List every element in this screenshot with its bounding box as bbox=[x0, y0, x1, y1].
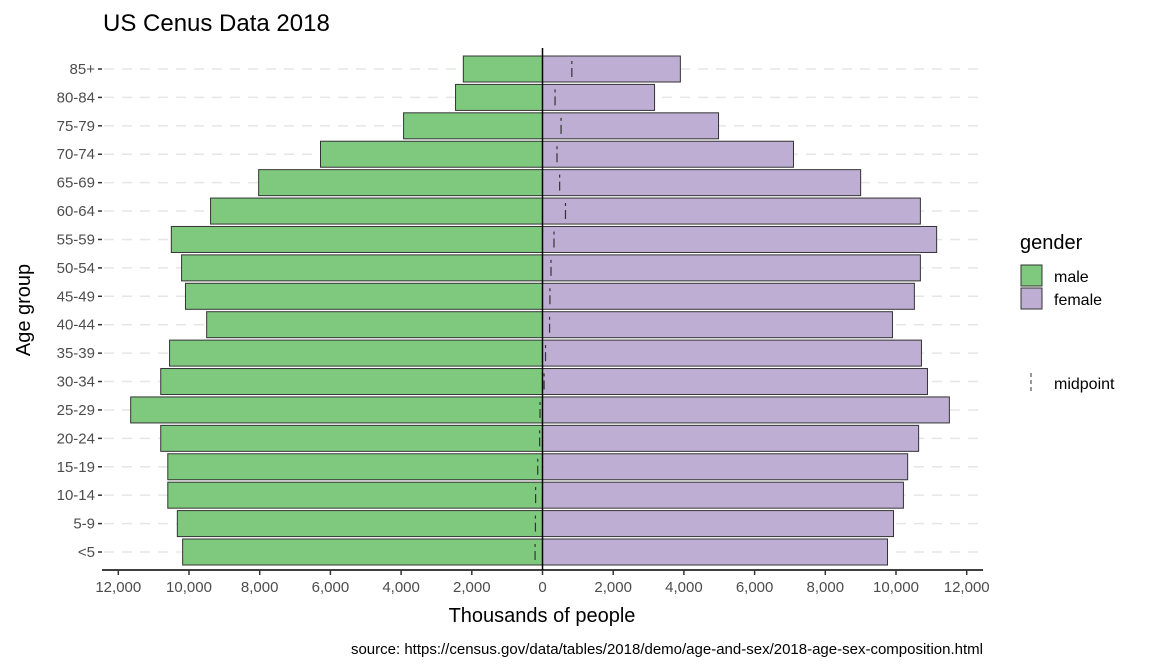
bar-female-25-29 bbox=[542, 396, 950, 424]
x-tick-label: 4,000 bbox=[382, 579, 420, 596]
y-tick-label: 80-84 bbox=[57, 89, 95, 106]
bar-male-45-49 bbox=[184, 282, 543, 310]
bar-male-50-54 bbox=[181, 254, 543, 282]
x-tick-label: 8,000 bbox=[241, 579, 279, 596]
bar-male-25-29 bbox=[130, 396, 544, 424]
y-tick-label: 15-19 bbox=[57, 459, 95, 476]
midpoint-markers bbox=[534, 61, 573, 560]
bar-male-40-44 bbox=[206, 311, 544, 339]
y-tick-label: 20-24 bbox=[57, 430, 95, 447]
y-tick-label: 70-74 bbox=[57, 146, 95, 163]
bar-male-65-69 bbox=[258, 169, 543, 197]
bar-female-55-59 bbox=[542, 225, 938, 253]
bar-male-10-14 bbox=[167, 481, 543, 509]
bar-female-50-54 bbox=[542, 254, 921, 282]
bar-female-75-79 bbox=[542, 112, 720, 140]
bar-male-15-19 bbox=[167, 453, 543, 481]
bar-male-85+ bbox=[462, 55, 544, 83]
y-tick-label: 10-14 bbox=[57, 487, 95, 504]
y-tick-label: <5 bbox=[78, 544, 95, 561]
bar-female-45-49 bbox=[542, 282, 915, 310]
y-tick-label: 65-69 bbox=[57, 175, 95, 192]
x-axis-ticks: 12,000 10,000 8,000 6,000 4,000 2,000 0 2,000 4,… bbox=[95, 570, 990, 596]
chart-title: US Cenus Data 2018 bbox=[103, 10, 330, 37]
legend-label-midpoint: midpoint bbox=[1054, 376, 1115, 393]
x-tick-label: 8,000 bbox=[807, 579, 845, 596]
bar-female-20-24 bbox=[542, 424, 920, 452]
y-axis-ticks: <5 5-9 10-14 15-19 20-24 25-29 30-34 35-39 40-44… bbox=[57, 61, 102, 561]
bar-male-55-59 bbox=[170, 225, 543, 253]
legend-label-male: male bbox=[1054, 269, 1089, 286]
bar-female-35-39 bbox=[542, 339, 922, 367]
bar-female-30-34 bbox=[542, 368, 928, 396]
y-tick-label: 35-39 bbox=[57, 345, 95, 362]
bar-male-5-9 bbox=[176, 510, 543, 538]
legend-key-female bbox=[1020, 287, 1043, 310]
x-tick-label: 10,000 bbox=[166, 579, 212, 596]
bar-female-10-14 bbox=[542, 481, 904, 509]
legend: gender male female midpoint bbox=[1020, 232, 1115, 393]
x-tick-label: 2,000 bbox=[594, 579, 632, 596]
y-tick-label: 25-29 bbox=[57, 402, 95, 419]
bar-female-65-69 bbox=[542, 169, 862, 197]
bar-female-5-9 bbox=[542, 510, 895, 538]
x-tick-label: 6,000 bbox=[312, 579, 350, 596]
x-tick-label: 0 bbox=[538, 579, 546, 596]
x-tick-label: 4,000 bbox=[665, 579, 703, 596]
y-tick-label: 45-49 bbox=[57, 288, 95, 305]
bar-male-20-24 bbox=[160, 424, 543, 452]
y-tick-label: 60-64 bbox=[57, 203, 95, 220]
bar-male-75-79 bbox=[403, 112, 543, 140]
bar-male-<5 bbox=[182, 538, 543, 566]
x-axis-label: Thousands of people bbox=[449, 605, 636, 627]
bar-female-15-19 bbox=[542, 453, 909, 481]
bar-male-80-84 bbox=[455, 83, 543, 111]
bar-male-70-74 bbox=[320, 140, 544, 168]
y-tick-label: 5-9 bbox=[73, 516, 95, 533]
x-tick-label: 12,000 bbox=[944, 579, 990, 596]
legend-key-male bbox=[1020, 264, 1043, 287]
y-axis-label: Age group bbox=[13, 264, 35, 356]
legend-title: gender bbox=[1020, 232, 1083, 254]
y-tick-label: 30-34 bbox=[57, 374, 95, 391]
legend-label-female: female bbox=[1054, 292, 1102, 309]
x-tick-label: 2,000 bbox=[453, 579, 491, 596]
y-tick-label: 75-79 bbox=[57, 118, 95, 135]
bar-female-<5 bbox=[542, 538, 889, 566]
bar-female-70-74 bbox=[542, 140, 794, 168]
y-tick-label: 40-44 bbox=[57, 317, 95, 334]
bar-female-40-44 bbox=[542, 311, 893, 339]
bar-male-60-64 bbox=[210, 197, 543, 225]
bar-female-60-64 bbox=[542, 197, 921, 225]
bar-female-85+ bbox=[542, 55, 681, 83]
y-tick-label: 50-54 bbox=[57, 260, 95, 277]
x-tick-label: 12,000 bbox=[95, 579, 141, 596]
x-tick-label: 10,000 bbox=[873, 579, 919, 596]
bars bbox=[130, 55, 950, 566]
bar-male-35-39 bbox=[169, 339, 543, 367]
y-tick-label: 85+ bbox=[70, 61, 96, 78]
bar-male-30-34 bbox=[160, 368, 543, 396]
bar-female-80-84 bbox=[542, 83, 656, 111]
x-tick-label: 6,000 bbox=[736, 579, 774, 596]
source-caption: source: https://census.gov/data/tables/2… bbox=[351, 641, 983, 658]
y-tick-label: 55-59 bbox=[57, 231, 95, 248]
